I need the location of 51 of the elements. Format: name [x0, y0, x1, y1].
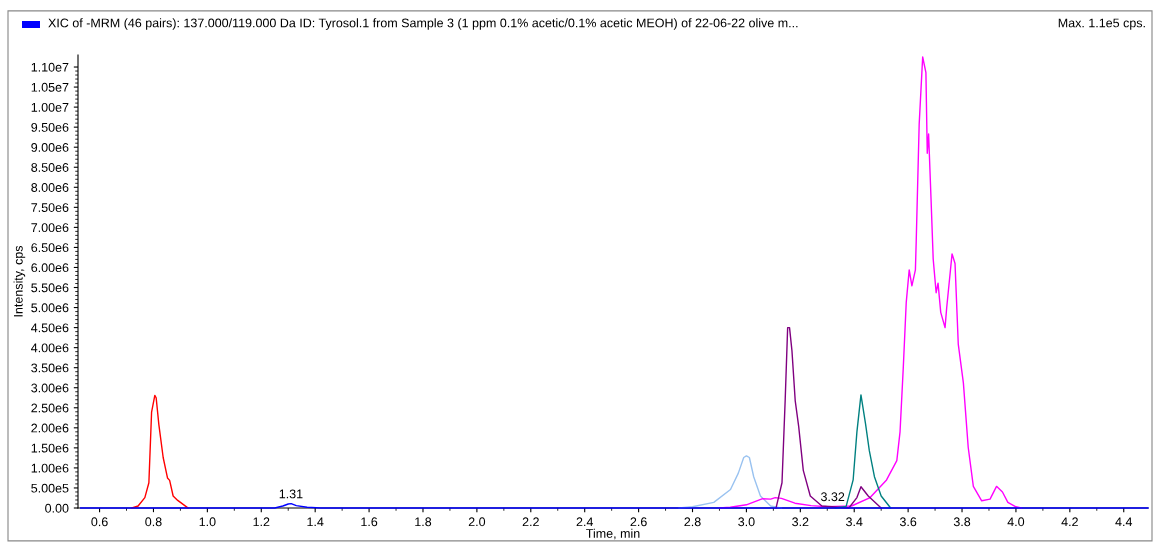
text: Max. 1.1e5 cps.	[1058, 18, 1145, 30]
x-tick-label: 3.6	[899, 517, 917, 527]
y-tick-label: 2.00e6	[31, 423, 69, 433]
y-tick-label: 8.50e6	[31, 163, 69, 172]
x-tick-label: 1.4	[307, 517, 324, 527]
x-tick-label: 4.2	[1061, 517, 1078, 527]
x-tick-label: 1.8	[415, 517, 432, 527]
y-tick-label: 1.10e7	[31, 62, 69, 72]
y-tick-label: 4.50e6	[31, 323, 69, 333]
x-tick-label: 3.0	[738, 517, 755, 527]
x-tick-label: 4.0	[1007, 517, 1025, 527]
annotation: 3.32	[820, 492, 845, 502]
y-tick-label: 5.00e6	[31, 303, 69, 313]
x-tick-label: 2.4	[576, 517, 594, 527]
x-axis-title: Time, min	[586, 528, 640, 540]
x-tick-label: 2.2	[522, 517, 539, 527]
y-tick-label: 6.00e6	[31, 263, 69, 273]
x-tick-label: 0.8	[145, 517, 162, 527]
x-tick-label: 1.6	[361, 517, 378, 527]
y-tick-label: 1.05e7	[31, 82, 69, 92]
line-series	[775, 326, 882, 509]
x-tick-label: 2.6	[630, 517, 647, 527]
y-tick-label: 3.00e6	[31, 383, 69, 393]
y-tick-label: 4.00e6	[31, 343, 69, 353]
y-tick-label: 9.00e6	[31, 143, 69, 152]
y-tick-label: 7.50e6	[31, 203, 69, 212]
y-tick-label: 7.00e6	[31, 223, 69, 233]
y-tick-label: 1.00e7	[31, 102, 69, 112]
x-tick-label: 2.8	[684, 517, 701, 527]
y-tick-label: 1.50e6	[31, 443, 69, 453]
x-tick-label: 0.6	[91, 517, 108, 527]
x-tick-label: 1.2	[253, 517, 270, 527]
y-axis-title: Intensity, cps	[13, 245, 26, 317]
x-tick-label: 2.0	[468, 517, 486, 527]
x-tick-label: 3.4	[846, 517, 863, 527]
x-tick-label: 3.2	[792, 517, 809, 527]
y-tick-label: 5.00e5	[31, 483, 69, 493]
line-series	[131, 394, 189, 509]
y-tick-label: 0.00	[45, 503, 69, 513]
y-tick-label: 1.00e6	[31, 463, 69, 473]
y-tick-label: 9.50e6	[31, 122, 69, 132]
y-tick-label: 5.50e6	[31, 283, 69, 293]
x-tick-label: 4.4	[1115, 517, 1133, 527]
annotation: 1.31	[279, 489, 303, 499]
chart-title: XIC of -MRM (46 pairs): 137.000/119.000 Da ID: Tyrosol.1 from Sample 3 (1 ppm 0.1% acetic/0.1% acetic MEOH) of 22-06-22 olive m...	[48, 18, 798, 30]
y-tick-label: 6.50e6	[31, 243, 69, 253]
x-tick-label: 1.0	[199, 517, 216, 527]
y-tick-label: 2.50e6	[31, 403, 69, 413]
x-tick-label: 3.8	[953, 517, 971, 527]
y-tick-label: 8.00e6	[31, 183, 69, 192]
y-tick-label: 3.50e6	[31, 363, 69, 373]
